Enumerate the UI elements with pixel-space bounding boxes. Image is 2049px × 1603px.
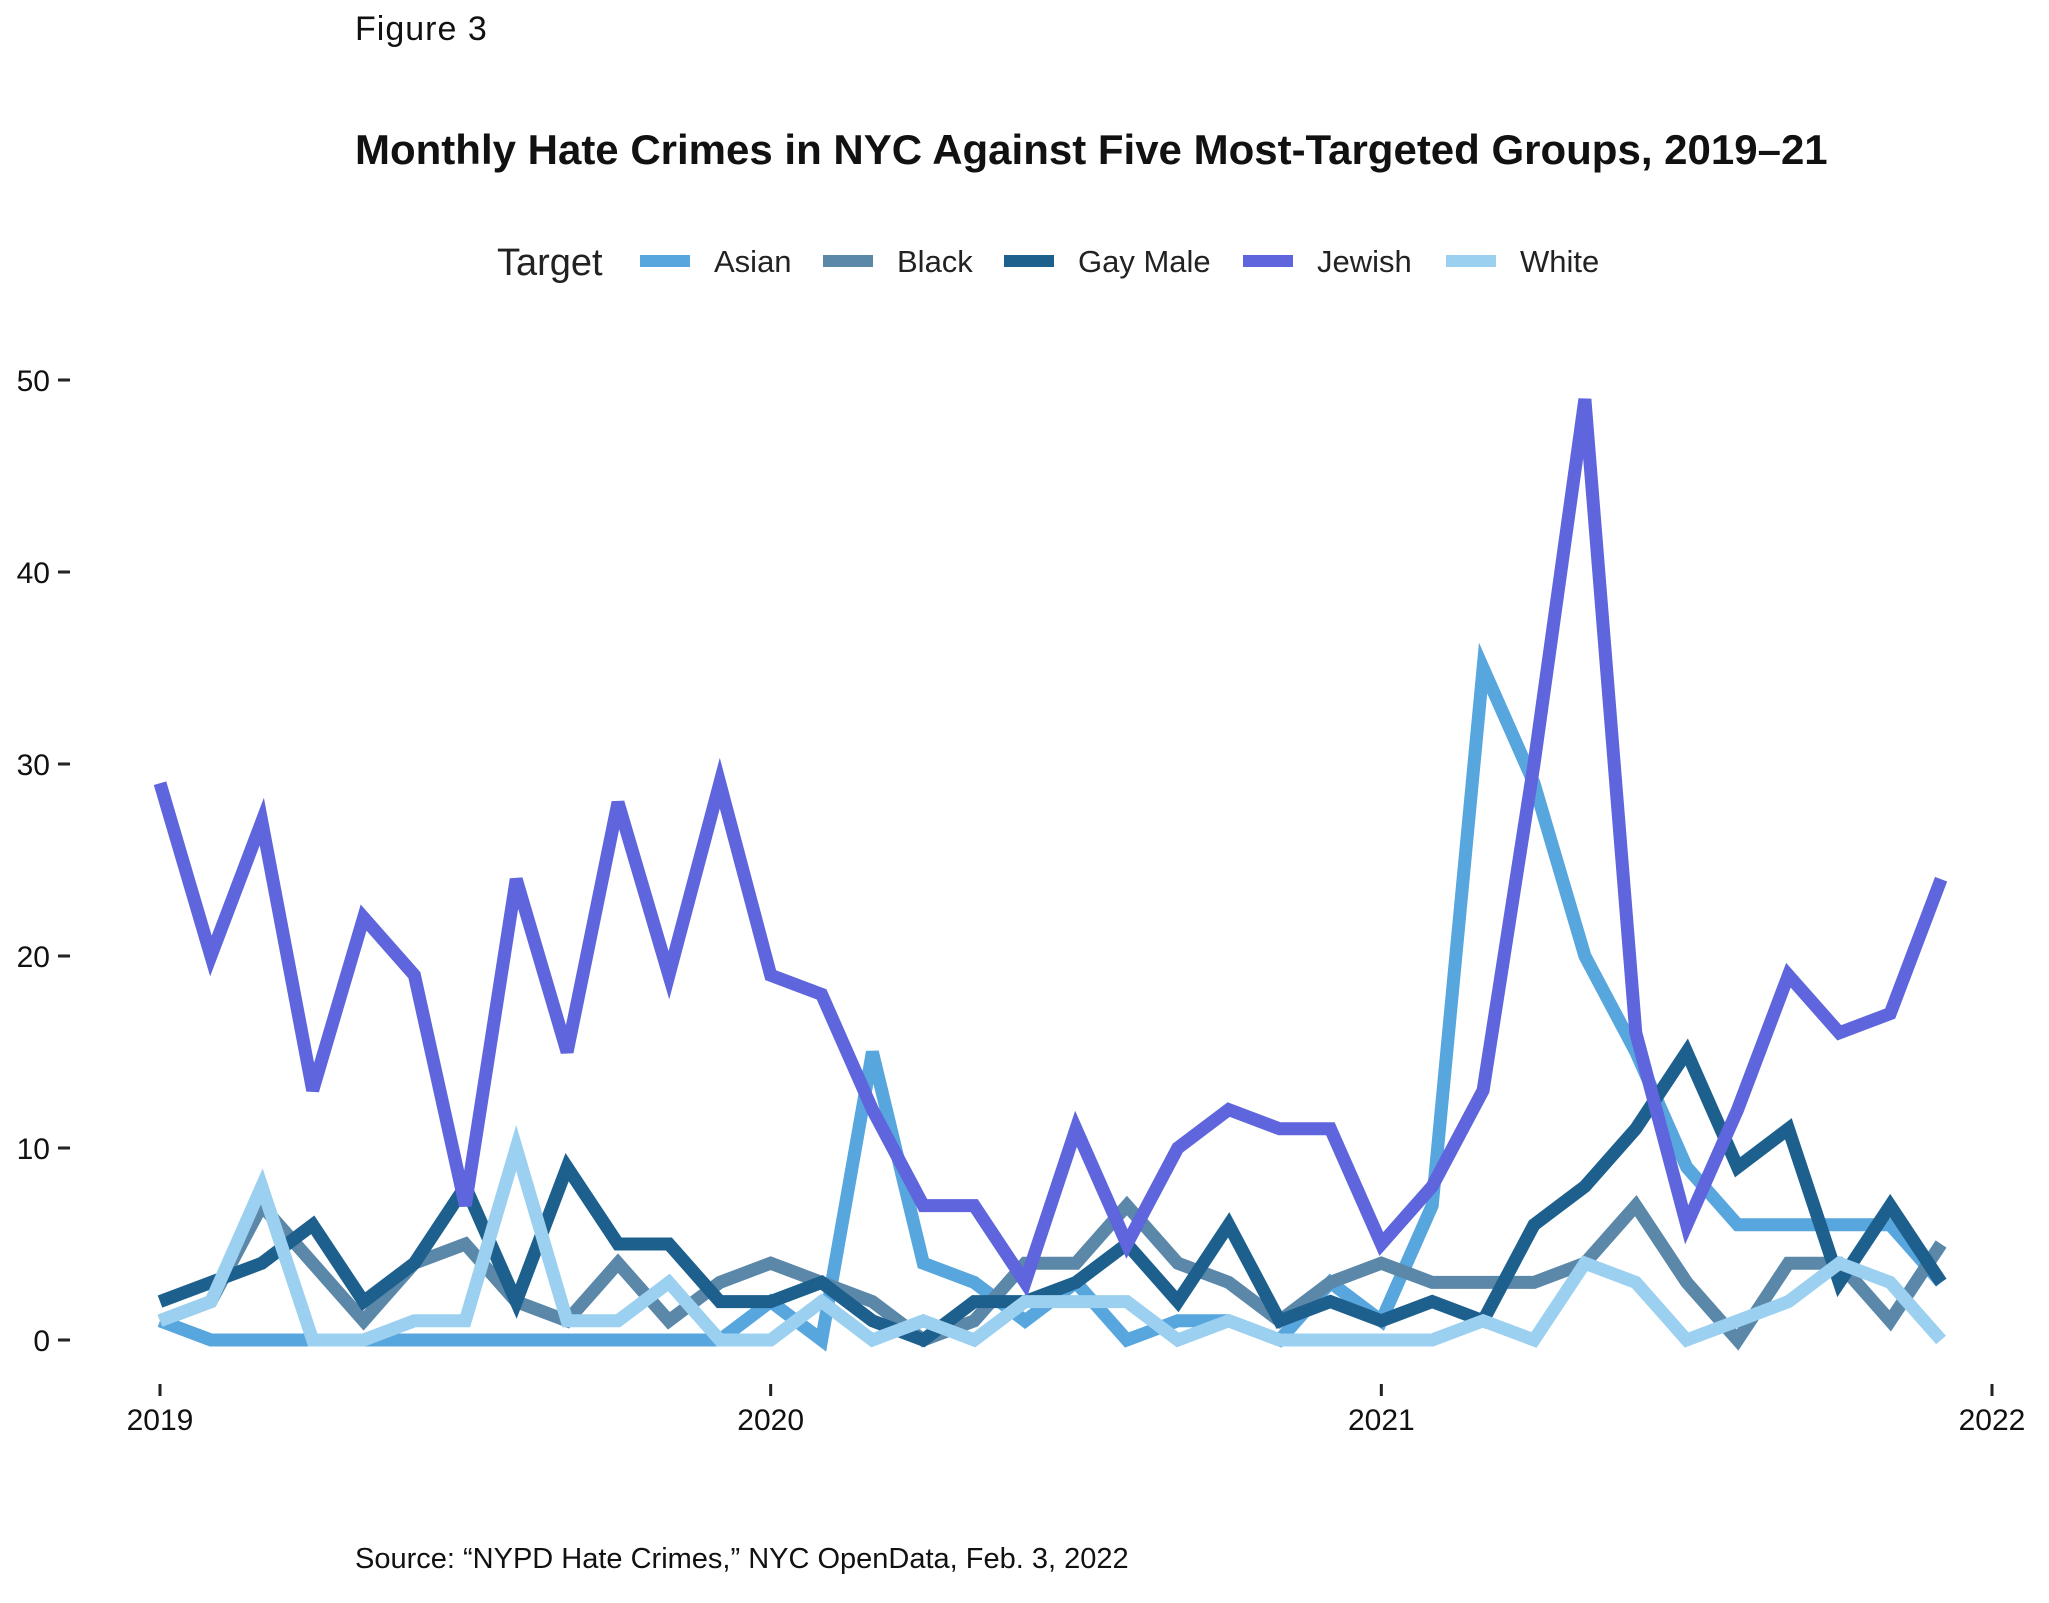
y-tick-label: 10 bbox=[17, 1133, 50, 1166]
x-axis: 2019 2020 2021 2022 bbox=[127, 1384, 2026, 1437]
legend-label: White bbox=[1520, 244, 1599, 279]
legend-label: Black bbox=[897, 244, 973, 279]
x-tick-label: 2022 bbox=[1959, 1404, 2026, 1437]
legend-label: Jewish bbox=[1317, 244, 1412, 279]
legend: Target Asian Black Gay Male Jewish White bbox=[497, 242, 1599, 284]
y-axis: 0 10 20 30 40 50 bbox=[17, 365, 70, 1358]
y-tick-label: 50 bbox=[17, 365, 50, 398]
x-tick-label: 2020 bbox=[737, 1404, 804, 1437]
legend-title: Target bbox=[497, 242, 603, 284]
y-tick-label: 20 bbox=[17, 941, 50, 974]
source-note: Source: “NYPD Hate Crimes,” NYC OpenData… bbox=[355, 1543, 1129, 1575]
series-lines bbox=[153, 398, 1948, 1352]
legend-label: Gay Male bbox=[1078, 244, 1211, 279]
y-tick-label: 0 bbox=[33, 1325, 50, 1358]
series-line-jewish bbox=[153, 398, 1948, 1298]
y-tick-label: 30 bbox=[17, 749, 50, 782]
chart-title: Monthly Hate Crimes in NYC Against Five … bbox=[355, 126, 1828, 173]
series-line-black bbox=[157, 1194, 1947, 1351]
series-line-gay-male bbox=[157, 1038, 1947, 1348]
y-tick-label: 40 bbox=[17, 557, 50, 590]
x-tick-label: 2019 bbox=[127, 1404, 194, 1437]
x-tick-label: 2021 bbox=[1348, 1404, 1415, 1437]
legend-label: Asian bbox=[714, 244, 792, 279]
series-line-white bbox=[157, 1124, 1946, 1348]
figure-label: Figure 3 bbox=[355, 10, 488, 48]
